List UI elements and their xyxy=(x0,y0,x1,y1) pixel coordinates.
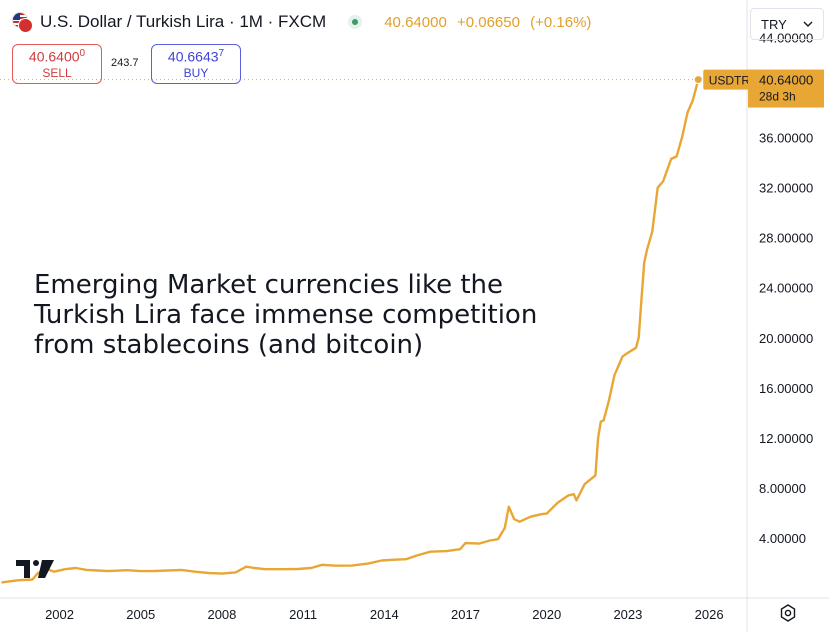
bar-countdown: 28d 3h xyxy=(759,90,796,104)
market-status-icon[interactable] xyxy=(348,15,363,29)
sell-label: SELL xyxy=(42,65,72,80)
sell-price-pip: 0 xyxy=(79,48,86,59)
price-change-pct: (+0.16%) xyxy=(530,13,592,31)
last-price-dot xyxy=(693,75,703,85)
price-change: +0.06650 xyxy=(456,13,520,31)
currency-selector-value: TRY xyxy=(761,16,787,32)
buy-price: 40.6643 xyxy=(167,48,219,65)
x-tick-label: 2005 xyxy=(126,607,155,622)
price-quote: 40.64000 +0.06650 (+0.16%) xyxy=(384,14,597,31)
last-price-label-value: 40.64000 xyxy=(759,73,813,88)
y-tick-label: 44.00000 xyxy=(759,31,813,46)
buy-price-pip: 7 xyxy=(218,48,225,59)
currency-selector[interactable]: TRY xyxy=(750,8,824,40)
y-tick-label: 20.00000 xyxy=(759,331,813,346)
y-tick-label: 24.00000 xyxy=(759,281,813,296)
last-price: 40.64000 xyxy=(384,13,447,31)
sell-price: 40.6400 xyxy=(28,48,80,65)
x-tick-label: 2017 xyxy=(451,607,480,622)
chart-header: U.S. Dollar / Turkish Lira · 1M · FXCM 4… xyxy=(12,12,597,33)
y-tick-label: 16.00000 xyxy=(759,381,813,396)
y-tick-label: 12.00000 xyxy=(759,431,813,446)
y-tick-label: 32.00000 xyxy=(759,181,813,196)
symbol-tag-label: USDTRY xyxy=(709,74,758,88)
y-tick-label: 36.00000 xyxy=(759,131,813,146)
x-tick-label: 2002 xyxy=(45,607,74,622)
gear-icon[interactable] xyxy=(778,603,798,623)
x-tick-label: 2026 xyxy=(695,607,724,622)
spread-value: 243.7 xyxy=(111,57,139,69)
y-tick-label: 8.00000 xyxy=(759,481,806,496)
chevron-down-icon xyxy=(803,21,813,27)
last-price-label xyxy=(748,69,824,108)
series-line-usdtry[interactable] xyxy=(1,79,700,584)
symbol-title[interactable]: U.S. Dollar / Turkish Lira · 1M · FXCM xyxy=(40,12,327,31)
buy-button[interactable]: 40.66437 BUY xyxy=(151,44,241,84)
x-tick-label: 2014 xyxy=(370,607,399,622)
buy-label: BUY xyxy=(183,65,209,80)
sell-button[interactable]: 40.64000 SELL xyxy=(12,44,102,84)
x-tick-label: 2020 xyxy=(532,607,561,622)
x-tick-label: 2023 xyxy=(613,607,642,622)
x-tick-label: 2011 xyxy=(289,607,317,622)
y-tick-label: 4.00000 xyxy=(759,531,806,546)
tradingview-logo-icon[interactable] xyxy=(16,558,56,580)
chart-annotation-text[interactable]: Emerging Market currencies like the Turk… xyxy=(34,270,538,360)
currency-pair-flag-icon xyxy=(12,12,33,33)
y-tick-label: 28.00000 xyxy=(759,231,813,246)
x-tick-label: 2008 xyxy=(207,607,236,622)
